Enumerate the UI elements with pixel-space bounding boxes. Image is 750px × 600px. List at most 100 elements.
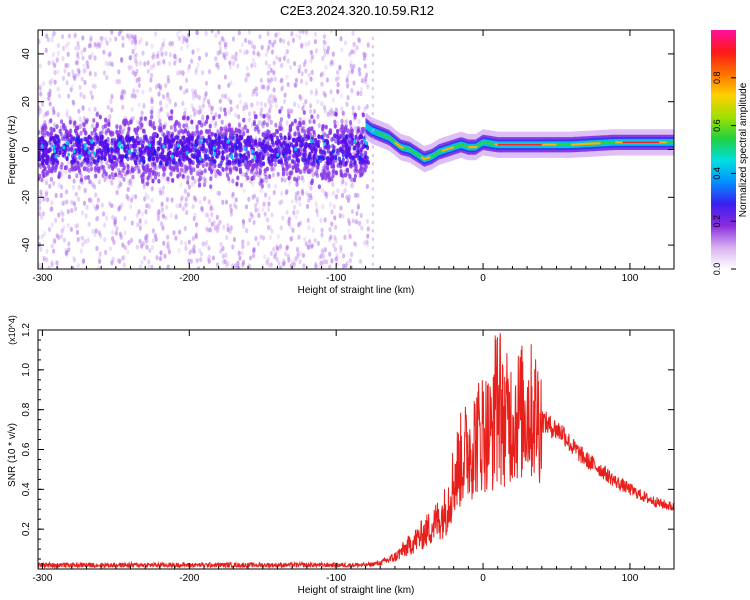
spectrogram-band-cell [74, 156, 78, 162]
spectrogram-noise-cell [294, 77, 299, 83]
spectrogram-noise-cell [215, 214, 219, 220]
spectrogram-noise-cell [138, 238, 142, 244]
spectrogram-band-cell [316, 164, 320, 170]
spectrogram-band-cell [278, 121, 282, 126]
spectrogram-noise-cell [110, 30, 114, 35]
spectrogram-noise-cell [340, 118, 344, 124]
spectrogram-band-cell [70, 159, 74, 165]
spectrogram-noise-cell [52, 248, 56, 254]
spectrogram-noise-cell [179, 182, 183, 188]
spectrogram-band-cell [142, 134, 146, 140]
spectrogram-band-cell [56, 152, 60, 158]
spectrogram-noise-cell [134, 40, 138, 46]
spectrogram-band-cell [353, 173, 358, 179]
spectrogram-noise-cell [104, 249, 108, 256]
spectrogram-noise-cell [321, 70, 325, 77]
spectrogram-band-cell [38, 173, 42, 179]
spectrogram-noise-cell [252, 246, 256, 252]
spectrogram-noise-cell [183, 188, 187, 195]
spectrogram-noise-cell [357, 37, 362, 44]
spectrogram-noise-cell [57, 93, 62, 99]
spectrogram-noise-cell [168, 99, 172, 105]
spectrogram-noise-cell [268, 108, 272, 114]
spectrogram-noise-cell [196, 266, 201, 269]
spectrogram-band-cell [95, 152, 99, 158]
spectrogram-noise-cell [38, 86, 42, 92]
spectrogram-band-cell [323, 151, 327, 157]
spectrogram-noise-cell [280, 190, 284, 197]
spectrogram-noise-cell [269, 234, 273, 240]
spectrogram-noise-cell [66, 41, 70, 47]
spectrogram-noise-cell [132, 53, 136, 59]
spectrogram-noise-cell [269, 119, 273, 125]
spectrogram-noise-cell [278, 245, 283, 251]
spectrogram-noise-cell [238, 92, 242, 99]
spectrogram-noise-cell [121, 89, 125, 95]
spectrogram-noise-cell [298, 30, 302, 34]
spectrogram-band-cell [300, 126, 304, 131]
spectrogram-noise-cell [211, 205, 215, 212]
spectrogram-band-cell [222, 142, 226, 148]
spectrogram-noise-cell [299, 96, 303, 102]
spectrogram-band-cell [270, 148, 274, 154]
spectrogram-noise-cell [185, 201, 189, 208]
spectrogram-noise-cell [135, 77, 139, 83]
spectrogram-noise-cell [221, 259, 225, 265]
spectrogram-band-cell [98, 135, 102, 140]
spectrogram-noise-cell [176, 70, 180, 76]
spectrogram-band-cell [334, 138, 338, 144]
spectrogram-band-cell [263, 171, 267, 177]
spectrogram-noise-cell [344, 181, 348, 187]
spectrogram-band-cell [346, 128, 350, 134]
spectrogram-noise-cell [306, 217, 310, 223]
spectrogram-noise-cell [143, 255, 147, 261]
spectrogram-noise-cell [205, 240, 209, 246]
spectrogram-noise-cell [242, 105, 246, 111]
spectrogram-noise-cell [233, 263, 237, 269]
spectrogram-noise-cell [173, 60, 177, 66]
spectrogram-noise-cell [82, 63, 86, 69]
spectrogram-band-cell [57, 141, 61, 146]
spectrogram-band-cell [106, 147, 110, 153]
spectrogram-noise-cell [93, 106, 97, 112]
spectrogram-noise-cell [317, 262, 321, 268]
spectrogram-band-cell [97, 168, 101, 174]
spectrogram-noise-cell [57, 182, 61, 188]
spectrogram-noise-cell [354, 219, 359, 225]
spectrogram-noise-cell [331, 97, 335, 103]
spectrogram-noise-cell [214, 112, 218, 118]
spectrogram-noise-cell [261, 235, 266, 241]
colorbar-gradient [711, 30, 736, 269]
spectrogram-noise-cell [72, 73, 76, 79]
spectrogram-noise-cell [141, 241, 145, 247]
spectrogram-band-cell [166, 147, 171, 153]
spectrogram-band-cell [191, 175, 195, 181]
spectrogram-edge-cell [371, 36, 375, 41]
spectrogram-noise-cell [108, 201, 112, 207]
spectrogram-band-cell [221, 150, 225, 155]
spectrogram-band-cell [52, 110, 56, 115]
spectrogram-noise-cell [88, 54, 92, 60]
spectrogram-noise-cell [331, 51, 335, 57]
spectrogram-band-cell [207, 128, 212, 134]
spectrogram-peak-cell [185, 150, 189, 155]
spectrogram-noise-cell [314, 91, 318, 97]
spectrogram-band-cell [176, 173, 180, 179]
spectrogram-noise-cell [331, 190, 336, 196]
spectrogram-band-cell [86, 175, 90, 180]
spectrogram-noise-cell [365, 218, 369, 224]
spectrogram-noise-cell [226, 223, 230, 229]
spectrogram-noise-cell [122, 89, 127, 95]
spectrogram-noise-cell [38, 200, 42, 206]
spectrogram-noise-cell [269, 67, 273, 73]
spectrogram-band-cell [237, 122, 241, 127]
spectrogram-band-cell [136, 165, 140, 171]
spectrogram-noise-cell [203, 196, 207, 202]
spectrogram-band-cell [214, 141, 218, 146]
spectrogram-noise-cell [184, 196, 188, 202]
spectrogram-band-cell [345, 167, 350, 173]
spectrogram-noise-cell [266, 98, 271, 104]
spectrogram-noise-cell [334, 238, 338, 244]
spectrogram-noise-cell [292, 60, 297, 67]
spectrogram-noise-cell [84, 213, 88, 219]
